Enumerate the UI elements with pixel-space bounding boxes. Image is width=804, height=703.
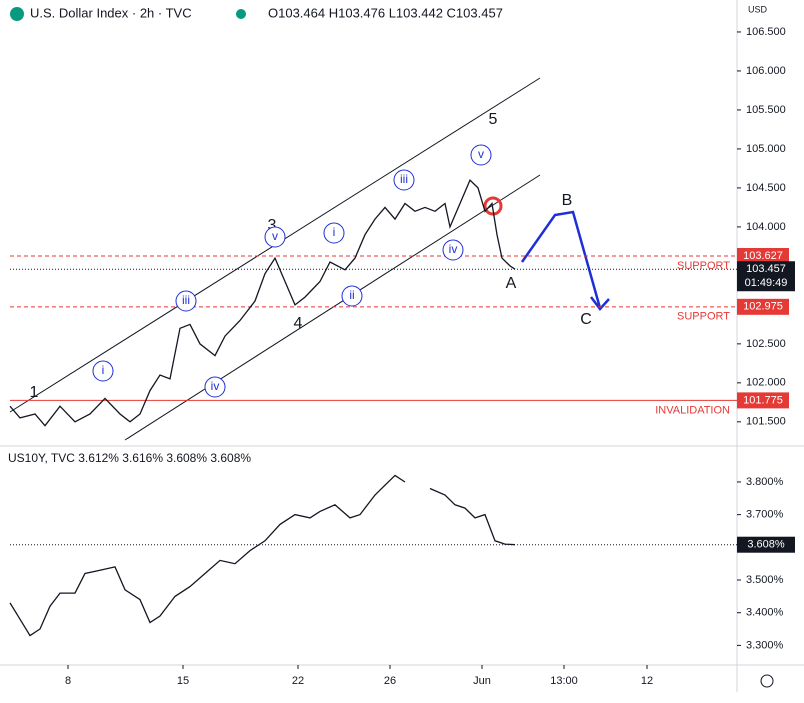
y-tick-label: 105.000 <box>746 143 786 155</box>
status-dot <box>236 9 246 19</box>
level-label: INVALIDATION <box>655 404 730 416</box>
settings-icon[interactable] <box>760 674 774 688</box>
logo <box>10 7 24 21</box>
y-tick-label: 102.000 <box>746 377 786 389</box>
wave-label: 1 <box>30 384 39 401</box>
y-tick-label: 106.500 <box>746 26 786 38</box>
price-line <box>9 178 516 427</box>
wave-label: A <box>506 275 517 292</box>
y-tick-label: 104.500 <box>746 182 786 194</box>
y-tick-label: 3.400% <box>746 607 784 619</box>
wave-label: iii <box>182 293 190 307</box>
x-tick-label: 26 <box>384 675 396 687</box>
wave-circle <box>204 376 226 398</box>
wave-circle <box>470 144 492 166</box>
x-tick-label: 8 <box>65 675 71 687</box>
x-tick-label: 15 <box>177 675 189 687</box>
y-tick-label: 3.500% <box>746 574 784 586</box>
wave-circle <box>92 360 114 382</box>
wave-circle <box>341 285 363 307</box>
price-line <box>9 474 516 637</box>
level-price: 101.775 <box>743 394 783 406</box>
level-price: 102.975 <box>743 301 783 313</box>
wave-label: v <box>478 147 484 161</box>
y-tick-label: 3.700% <box>746 509 784 521</box>
x-tick-label: 22 <box>292 675 304 687</box>
wave-circle <box>442 239 464 261</box>
wave-label: iv <box>211 379 220 393</box>
wave-label: iv <box>449 242 458 256</box>
wave-circle <box>323 222 345 244</box>
y-tick-label: 101.500 <box>746 416 786 428</box>
y-tick-label: 3.300% <box>746 639 784 651</box>
wave-circle <box>264 226 286 248</box>
wave-circle <box>393 169 415 191</box>
currency: USD <box>748 4 768 14</box>
level-label: SUPPORT <box>677 260 730 272</box>
level-price-box <box>737 298 789 315</box>
wave-circle <box>175 290 197 312</box>
ohlc: O103.464 H103.476 L103.442 C103.457 <box>268 5 503 20</box>
level-label: SUPPORT <box>677 311 730 323</box>
wave-label: v <box>272 229 278 243</box>
level-price-box <box>737 247 789 264</box>
sub-header: US10Y, TVC 3.612% 3.616% 3.608% 3.608% <box>8 451 251 465</box>
wave-label: C <box>580 311 592 328</box>
y-tick-label: 105.500 <box>746 104 786 116</box>
last-price-box <box>737 536 795 553</box>
wave-label: 3 <box>268 217 277 234</box>
last-price-label: 103.457 <box>746 263 786 275</box>
countdown: 01:49:49 <box>745 277 788 289</box>
wave-label: i <box>102 363 105 377</box>
title: U.S. Dollar Index · 2h · TVC <box>30 5 192 20</box>
channel-lower <box>124 174 541 441</box>
y-tick-label: 3.800% <box>746 476 784 488</box>
break-marker <box>483 196 503 216</box>
y-tick-label: 104.000 <box>746 221 786 233</box>
level-price: 103.627 <box>743 250 783 262</box>
x-tick-label: 13:00 <box>550 675 578 687</box>
x-tick-label: Jun <box>473 675 491 687</box>
projection-arrow <box>520 210 602 309</box>
arrow-head <box>590 296 610 311</box>
wave-label: i <box>333 225 336 239</box>
last-price-box <box>737 261 795 292</box>
last-price-label: 3.608% <box>747 539 785 551</box>
wave-label: ii <box>349 288 354 302</box>
wave-label: B <box>562 192 573 209</box>
wave-label: 4 <box>294 315 303 332</box>
wave-label: 5 <box>489 111 498 128</box>
y-tick-label: 102.500 <box>746 338 786 350</box>
level-price-box <box>737 392 789 409</box>
x-tick-label: 12 <box>641 675 653 687</box>
wave-label: iii <box>400 172 408 186</box>
y-tick-label: 106.000 <box>746 65 786 77</box>
